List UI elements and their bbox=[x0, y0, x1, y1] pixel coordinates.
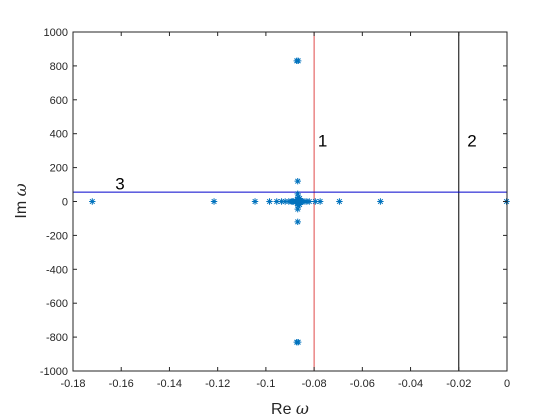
data-points bbox=[89, 57, 510, 346]
annotation-label: 3 bbox=[115, 175, 124, 194]
y-tick-label: -800 bbox=[46, 332, 68, 344]
data-point bbox=[312, 198, 319, 205]
data-point bbox=[294, 57, 302, 65]
data-point bbox=[316, 198, 324, 205]
data-point bbox=[281, 198, 289, 205]
y-tick-label: 1000 bbox=[44, 27, 68, 39]
y-axis-label-symbol: ω bbox=[11, 183, 30, 196]
x-tick-label: -0.14 bbox=[157, 378, 182, 390]
data-point bbox=[306, 198, 313, 205]
y-axis-label: Im ω bbox=[11, 183, 30, 218]
y-tick-label: 200 bbox=[50, 163, 68, 175]
x-axis-label-text: Re bbox=[271, 401, 296, 418]
y-tick-label: -600 bbox=[46, 298, 68, 310]
y-axis-label-text: Im bbox=[13, 196, 30, 218]
y-tick-label: 800 bbox=[50, 61, 68, 73]
data-point bbox=[210, 198, 218, 205]
y-tick-label: 600 bbox=[50, 95, 68, 107]
x-tick-label: -0.12 bbox=[205, 378, 230, 390]
x-axis-ticks: -0.18 -0.16 -0.14 -0.12 -0.1 -0.08 -0.06 -0.04 -… bbox=[60, 32, 510, 390]
y-axis-ticks: -1000 -800 -600 -400 -200 0 200 400 600 800 1000 bbox=[40, 27, 507, 378]
y-tick-label: -200 bbox=[46, 230, 68, 242]
x-tick-label: -0.06 bbox=[350, 378, 375, 390]
data-point bbox=[294, 196, 301, 203]
y-tick-label: 0 bbox=[62, 197, 68, 209]
data-point bbox=[251, 198, 259, 205]
data-point bbox=[273, 198, 280, 205]
data-point bbox=[295, 199, 302, 207]
data-point bbox=[294, 177, 301, 185]
x-tick-label: -0.04 bbox=[398, 378, 423, 390]
annotations: 1 2 3 bbox=[115, 131, 476, 193]
x-tick-label: -0.02 bbox=[446, 378, 471, 390]
x-tick-label: -0.1 bbox=[256, 378, 275, 390]
data-point bbox=[294, 205, 301, 213]
x-tick-label: -0.18 bbox=[60, 378, 85, 390]
x-axis-label: Re ω bbox=[271, 399, 309, 418]
data-point bbox=[336, 198, 343, 205]
data-point bbox=[296, 201, 303, 208]
data-point bbox=[294, 200, 301, 207]
data-point bbox=[294, 190, 301, 198]
x-axis-label-symbol: ω bbox=[296, 399, 309, 418]
x-tick-label: -0.08 bbox=[302, 378, 327, 390]
x-tick-label: 0 bbox=[504, 378, 510, 390]
x-tick-label: -0.16 bbox=[109, 378, 134, 390]
annotation-label: 1 bbox=[318, 131, 327, 150]
data-point bbox=[296, 195, 303, 202]
y-tick-label: -1000 bbox=[40, 366, 68, 378]
data-point bbox=[266, 198, 273, 205]
data-point bbox=[377, 198, 384, 205]
data-point bbox=[89, 198, 96, 205]
y-tick-label: 400 bbox=[50, 129, 68, 141]
data-point bbox=[294, 338, 302, 346]
annotation-label: 2 bbox=[467, 131, 476, 150]
data-point bbox=[278, 198, 285, 205]
data-point bbox=[294, 218, 301, 226]
y-tick-label: -400 bbox=[46, 264, 68, 276]
